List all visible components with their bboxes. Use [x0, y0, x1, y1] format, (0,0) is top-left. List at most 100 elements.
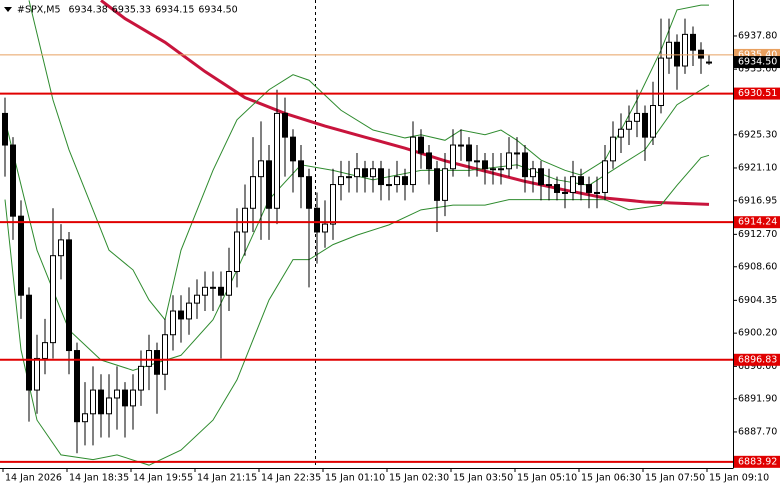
candle-body: [706, 61, 712, 64]
candle-body: [506, 152, 512, 170]
header-value: 6935.33: [112, 5, 151, 16]
candle-body: [130, 389, 136, 407]
price-label-bg: [734, 353, 780, 366]
candle-body: [666, 41, 672, 59]
candle-body: [106, 397, 112, 415]
x-tick-label: 15 Jan 09:10: [709, 473, 769, 484]
candle-body: [242, 207, 248, 233]
y-tick-label: 6925.30: [738, 129, 777, 140]
candle-body: [626, 120, 632, 130]
y-tick-label: 6900.20: [738, 328, 777, 339]
price-label: 6896.83: [738, 354, 777, 365]
candle-body: [162, 334, 168, 375]
candle-body: [610, 136, 616, 162]
price-label: 6914.24: [738, 217, 777, 228]
candle-body: [290, 136, 296, 162]
candle-body: [306, 176, 312, 209]
candle-body: [490, 168, 496, 171]
candle-body: [234, 231, 240, 273]
candle-body: [346, 176, 352, 179]
x-tick-label: 15 Jan 07:50: [645, 473, 705, 484]
price-label-bg: [734, 216, 780, 229]
candle-body: [434, 168, 440, 201]
y-tick-label: 6912.70: [738, 229, 777, 240]
x-tick-label: 14 Jan 2026: [5, 473, 62, 484]
x-tick-label: 15 Jan 02:30: [389, 473, 449, 484]
candle-body: [298, 160, 304, 178]
candle-body: [322, 223, 328, 233]
candle-body: [250, 176, 256, 209]
menu-arrow[interactable]: [4, 7, 12, 12]
plot-area: [2, 0, 712, 466]
candle-body: [698, 49, 704, 59]
candle-body: [386, 184, 392, 187]
candle-body: [58, 239, 64, 257]
candle-body: [602, 160, 608, 193]
candle-body: [578, 176, 584, 186]
candle-body: [554, 184, 560, 193]
candle-body: [266, 160, 272, 209]
x-tick-label: 14 Jan 21:15: [197, 473, 257, 484]
price-label: 6934.50: [738, 57, 777, 68]
candle-body: [82, 413, 88, 423]
x-tick-label: 14 Jan 18:35: [69, 473, 129, 484]
candle-body: [66, 239, 72, 352]
price-label: 6935.40: [738, 49, 777, 60]
candle-body: [210, 286, 216, 289]
candle-body: [314, 207, 320, 233]
candle-body: [74, 350, 80, 423]
candle-body: [362, 168, 368, 178]
candle-body: [394, 176, 400, 186]
candle-body: [682, 33, 688, 67]
candle-body: [586, 184, 592, 193]
candle-body: [154, 350, 160, 375]
candle-body: [538, 168, 544, 186]
candle-body: [258, 160, 264, 178]
candle-body: [674, 41, 680, 67]
candle-body: [562, 191, 568, 194]
price-label-bg: [734, 455, 780, 468]
candle-body: [498, 168, 504, 171]
candle-body: [178, 310, 184, 320]
header-value: 6934.50: [198, 5, 237, 16]
candle-body: [50, 255, 56, 344]
candle-body: [594, 191, 600, 194]
candle-body: [370, 168, 376, 178]
indicator-line: [4, 154, 710, 466]
header-value: 6934.38: [69, 5, 108, 16]
candle-body: [218, 286, 224, 296]
candle-body: [642, 112, 648, 138]
candle-body: [90, 389, 96, 415]
candle-body: [458, 144, 464, 147]
candle-body: [634, 112, 640, 122]
candle-body: [426, 152, 432, 170]
candle-body: [522, 152, 528, 178]
candle-body: [194, 294, 200, 304]
indicator-line: [100, 0, 710, 206]
x-tick-label: 15 Jan 06:30: [581, 473, 641, 484]
candle-body: [186, 302, 192, 320]
candle-body: [26, 294, 32, 391]
candle-body: [402, 176, 408, 186]
price-label-bg: [734, 56, 780, 69]
candle-body: [482, 160, 488, 170]
candle-body: [442, 168, 448, 201]
candle-body: [42, 342, 48, 359]
candle-body: [378, 168, 384, 186]
candle-body: [202, 286, 208, 296]
y-tick-label: 6921.10: [738, 162, 777, 173]
x-tick-label: 15 Jan 05:10: [517, 473, 577, 484]
candle-body: [98, 389, 104, 415]
candle-body: [170, 310, 176, 336]
y-tick-label: 6908.60: [738, 261, 777, 272]
price-label: 6930.51: [738, 88, 777, 99]
candle-body: [2, 112, 8, 146]
price-label: 6883.92: [738, 456, 777, 467]
candle-body: [618, 128, 624, 138]
candle-body: [138, 365, 144, 391]
chart-title: #SPX,M5: [17, 5, 61, 16]
candle-body: [226, 271, 232, 296]
price-label-bg: [734, 87, 780, 100]
